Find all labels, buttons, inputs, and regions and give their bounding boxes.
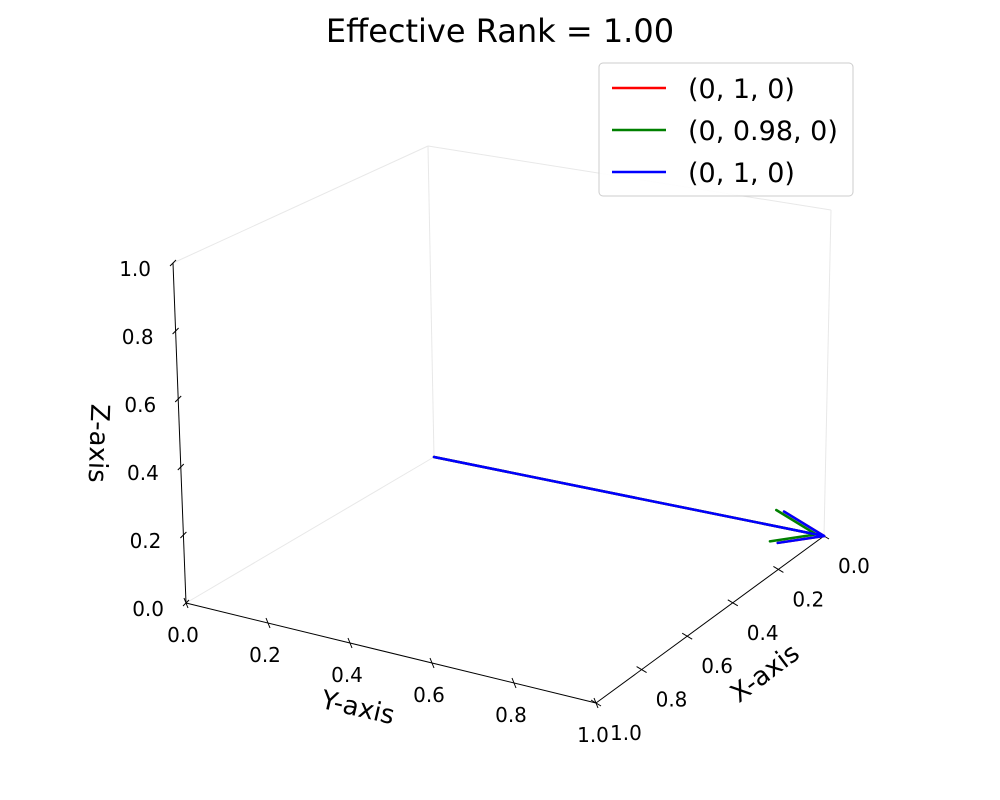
z-tick-mark (169, 259, 177, 267)
ticks-layer: 0.0 0.2 0.4 0.6 0.8 1.0 0.0 0.2 0.4 0.6 0.8 1.0 0.0 0… (119, 257, 870, 747)
y-axis-line (185, 602, 597, 704)
z-tick-label: 0.2 (130, 529, 162, 553)
x-tick-mark (681, 632, 693, 640)
z-axis-label: Z-axis (82, 403, 115, 483)
x-tick-label: 1.0 (610, 721, 642, 745)
y-tick-label: 0.8 (495, 703, 527, 727)
series-layer (432, 455, 826, 545)
x-tick-label: 0.2 (792, 587, 824, 611)
y-tick-mark (511, 677, 517, 689)
y-tick-mark (593, 697, 599, 709)
y-tick-mark (347, 637, 353, 649)
z-tick-mark (182, 599, 190, 607)
legend-box (598, 62, 854, 197)
z-tick-mark (172, 327, 179, 335)
legend: (0, 1, 0) (0, 0.98, 0) (0, 1, 0) (598, 62, 854, 197)
z-tick-mark (180, 531, 187, 539)
x-tick-label: 0.4 (747, 621, 779, 645)
y-tick-label: 0.6 (413, 683, 445, 707)
legend-label-0: (0, 1, 0) (688, 74, 795, 105)
z-tick-label: 0.4 (127, 461, 159, 485)
y-tick-label: 0.4 (331, 663, 363, 687)
x-axis-line (595, 535, 825, 704)
y-tick-mark (429, 657, 435, 669)
x-tick-label: 0.6 (701, 654, 733, 678)
x-tick-label: 0.8 (656, 688, 688, 712)
z-tick-label: 1.0 (119, 257, 151, 281)
legend-label-2: (0, 1, 0) (688, 158, 795, 189)
y-tick-label: 1.0 (577, 723, 609, 747)
axes-box (172, 145, 832, 604)
y-axis-label: Y-axis (317, 685, 397, 731)
chart-title: Effective Rank = 1.00 (326, 12, 674, 50)
legend-label-1: (0, 0.98, 0) (688, 116, 838, 147)
x-tick-mark (727, 599, 739, 607)
x-axis-label: X-axis (725, 638, 805, 709)
x-tick-mark (773, 565, 784, 573)
x-tick-mark (636, 666, 647, 674)
z-tick-label: 0.6 (124, 393, 156, 417)
y-tick-label: 0.0 (167, 623, 199, 647)
y-tick-label: 0.2 (249, 643, 281, 667)
z-tick-label: 0.8 (122, 325, 154, 349)
z-tick-mark (177, 463, 185, 471)
z-tick-mark (174, 395, 182, 403)
z-axis-line (172, 262, 187, 604)
x-tick-label: 0.0 (838, 554, 870, 578)
y-tick-mark (265, 617, 271, 629)
axis-spines (172, 262, 825, 704)
z-tick-label: 0.0 (132, 597, 164, 621)
series-arrow-2 (432, 455, 826, 545)
